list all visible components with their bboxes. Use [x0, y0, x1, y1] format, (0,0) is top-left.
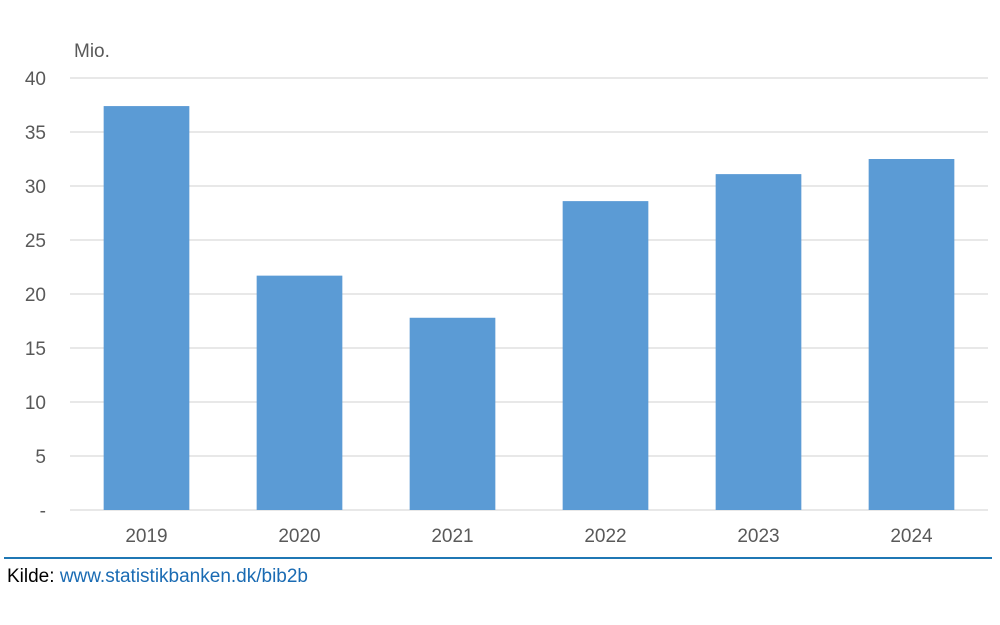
y-tick-label: 30 [25, 177, 46, 198]
bar-2020 [256, 275, 343, 510]
source-label: Kilde: [7, 566, 55, 587]
x-tick-label: 2024 [890, 526, 933, 547]
gridlines [70, 77, 988, 511]
x-tick-label: 2022 [584, 526, 626, 547]
bar-2021 [409, 317, 496, 510]
y-unit-label: Mio. [74, 41, 110, 62]
y-tick-label: 15 [25, 339, 46, 360]
y-tick-label: 35 [25, 123, 46, 144]
bars [103, 106, 955, 510]
x-tick-label: 2023 [737, 526, 779, 547]
bar-2024 [868, 159, 955, 510]
bar-2022 [562, 201, 649, 510]
y-tick-label: 25 [25, 231, 46, 252]
y-tick-label: 40 [25, 69, 46, 90]
x-tick-label: 2020 [278, 526, 320, 547]
x-axis-ticks: 2019 2020 2021 2022 2023 2024 [125, 526, 933, 547]
y-tick-label: 20 [25, 285, 46, 306]
y-tick-label: 10 [25, 393, 46, 414]
source-link[interactable]: www.statistikbanken.dk/bib2b [59, 566, 308, 587]
x-tick-label: 2019 [125, 526, 167, 547]
y-tick-label: - [40, 501, 46, 522]
y-axis-ticks: - 5 10 15 20 25 30 35 40 [25, 69, 46, 522]
bar-2023 [715, 174, 802, 510]
x-tick-label: 2021 [431, 526, 473, 547]
source-divider [4, 557, 992, 559]
y-tick-label: 5 [35, 447, 46, 468]
source-note: Kilde: www.statistikbanken.dk/bib2b [7, 566, 308, 588]
bar-2019 [103, 106, 190, 510]
